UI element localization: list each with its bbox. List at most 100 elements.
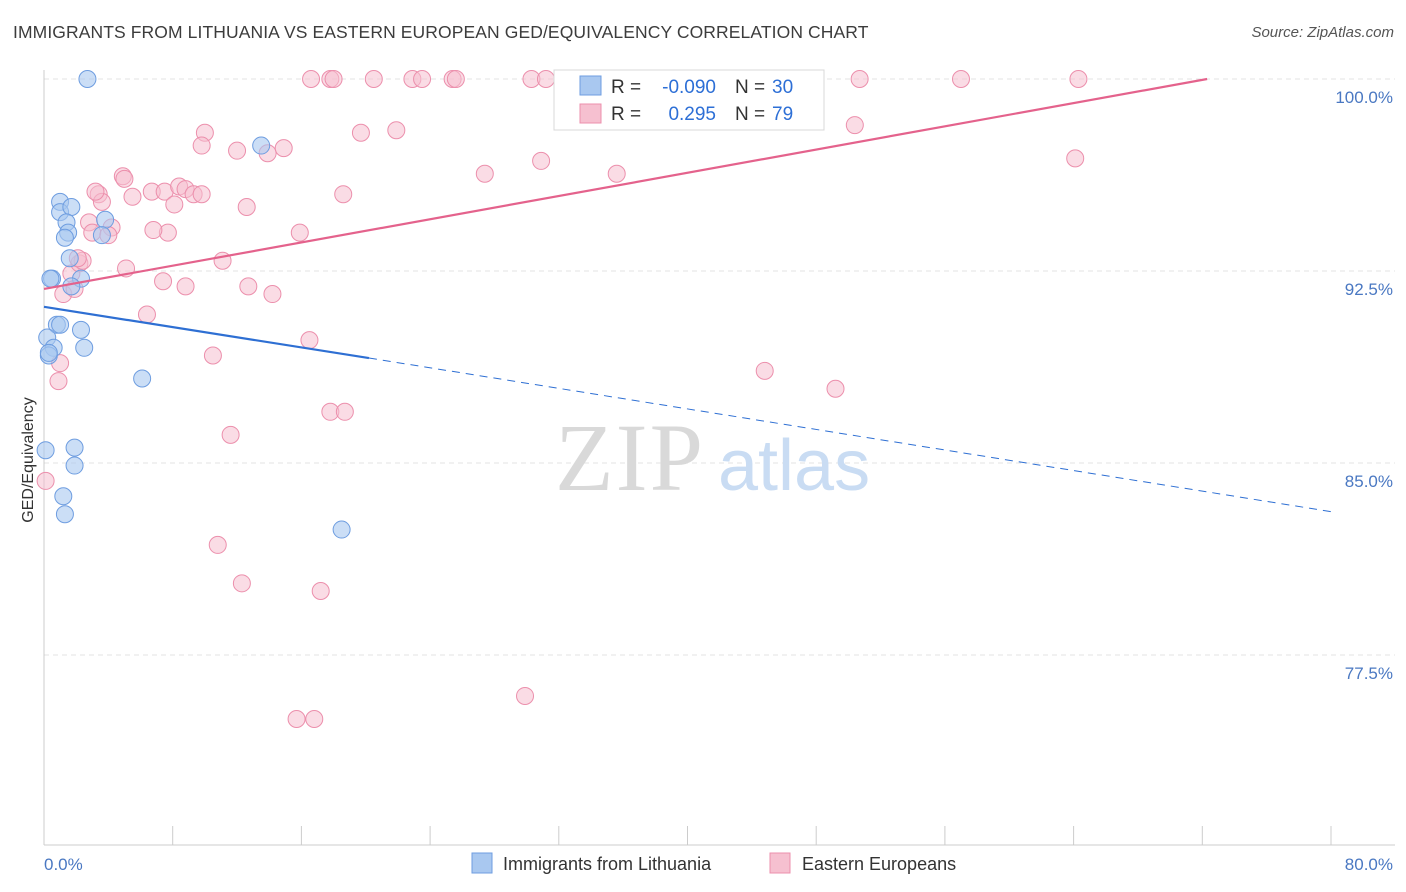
point-eastern-europeans [475,164,494,183]
point-lithuania [36,441,55,460]
point-eastern-europeans [387,121,406,140]
point-eastern-europeans [536,70,555,88]
point-lithuania [62,277,81,296]
point-eastern-europeans [1069,70,1088,88]
legend-n-label: N = [735,77,765,98]
point-eastern-europeans [850,70,869,88]
point-eastern-europeans [237,198,256,216]
legend-r-blue: -0.090 [662,77,716,98]
point-lithuania [60,249,79,268]
trend-line-lithuania [43,305,370,360]
watermark-atlas: atlas [718,426,870,506]
legend-r-label: R = [611,104,641,125]
y-axis-label: GED/Equivalency [20,397,37,522]
point-eastern-europeans [144,221,163,240]
legend-n-label: N = [735,104,765,125]
point-lithuania [133,369,152,388]
point-eastern-europeans [951,70,970,88]
point-eastern-europeans [232,574,251,593]
point-lithuania [72,320,91,339]
point-eastern-europeans [1066,149,1085,168]
point-lithuania [41,269,60,288]
point-lithuania [55,228,74,247]
point-eastern-europeans [137,305,156,324]
point-eastern-europeans [446,70,465,88]
point-eastern-europeans [413,70,432,88]
y-tick-label: 100.0% [1335,88,1393,107]
point-lithuania [65,456,84,475]
point-eastern-europeans [203,346,222,365]
point-eastern-europeans [263,285,282,304]
legend-n-pink: 79 [772,104,793,125]
point-lithuania [96,210,115,229]
point-eastern-europeans [324,70,343,88]
point-eastern-europeans [274,139,293,158]
point-eastern-europeans [335,402,354,421]
point-eastern-europeans [311,582,330,600]
series-swatch-blue[interactable] [471,852,493,874]
point-eastern-europeans [305,710,324,728]
trend-line-eastern-europeans [43,77,1208,291]
point-lithuania [78,70,97,88]
source-label: Source: ZipAtlas.com [1251,24,1394,41]
point-lithuania [54,487,73,506]
point-eastern-europeans [192,185,211,204]
point-eastern-europeans [176,277,195,296]
point-eastern-europeans [302,70,321,88]
point-eastern-europeans [300,331,319,350]
series-label-lithuania[interactable]: Immigrants from Lithuania [503,854,712,874]
point-lithuania [39,343,58,362]
point-eastern-europeans [532,151,551,170]
point-lithuania [51,315,70,334]
y-tick-label: 92.5% [1345,280,1393,299]
lithuania-points [36,70,351,539]
series-legend: Immigrants from Lithuania Eastern Europe… [471,852,956,874]
legend-swatch-pink [579,103,602,124]
point-lithuania [252,136,271,155]
tick-labels: 77.5% 85.0% 92.5% 100.0% 0.0% 80.0% [44,88,1393,874]
point-eastern-europeans [845,116,864,135]
point-lithuania [62,198,81,216]
trend-lines [43,77,1332,513]
point-eastern-europeans [36,471,55,490]
legend-swatch-blue [579,75,602,96]
x-tick-label: 80.0% [1345,855,1393,874]
point-eastern-europeans [607,164,626,183]
grid-lines [44,78,1395,656]
point-lithuania [55,505,74,524]
point-eastern-europeans [334,185,353,204]
point-eastern-europeans [364,70,383,88]
point-eastern-europeans [290,223,309,242]
point-eastern-europeans [826,379,845,398]
point-lithuania [332,520,351,539]
legend-n-blue: 30 [772,77,793,98]
point-eastern-europeans [287,710,306,728]
point-eastern-europeans [192,136,211,155]
legend-r-pink: 0.295 [668,104,716,125]
point-eastern-europeans [516,686,535,705]
point-eastern-europeans [165,195,184,214]
series-swatch-pink[interactable] [769,852,791,874]
point-eastern-europeans [239,277,258,296]
eastern-europeans-points [36,70,1088,728]
chart-title: IMMIGRANTS FROM LITHUANIA VS EASTERN EUR… [13,22,869,42]
correlation-legend: R = -0.090 N = 30 R = 0.295 N = 79 [553,69,825,131]
point-lithuania [92,226,111,245]
point-eastern-europeans [208,535,227,554]
y-tick-label: 85.0% [1345,472,1393,491]
point-eastern-europeans [351,123,370,142]
point-eastern-europeans [755,361,774,380]
point-eastern-europeans [123,187,142,206]
y-tick-label: 77.5% [1345,664,1393,683]
point-eastern-europeans [228,141,247,160]
point-lithuania [75,338,94,357]
series-label-eastern[interactable]: Eastern Europeans [802,854,956,874]
watermark-zip: ZIP [555,404,705,511]
point-eastern-europeans [49,372,68,391]
legend-r-label: R = [611,77,641,98]
point-eastern-europeans [115,169,134,188]
point-eastern-europeans [154,272,173,291]
watermark: ZIP atlas [555,404,870,511]
point-eastern-europeans [221,425,240,444]
